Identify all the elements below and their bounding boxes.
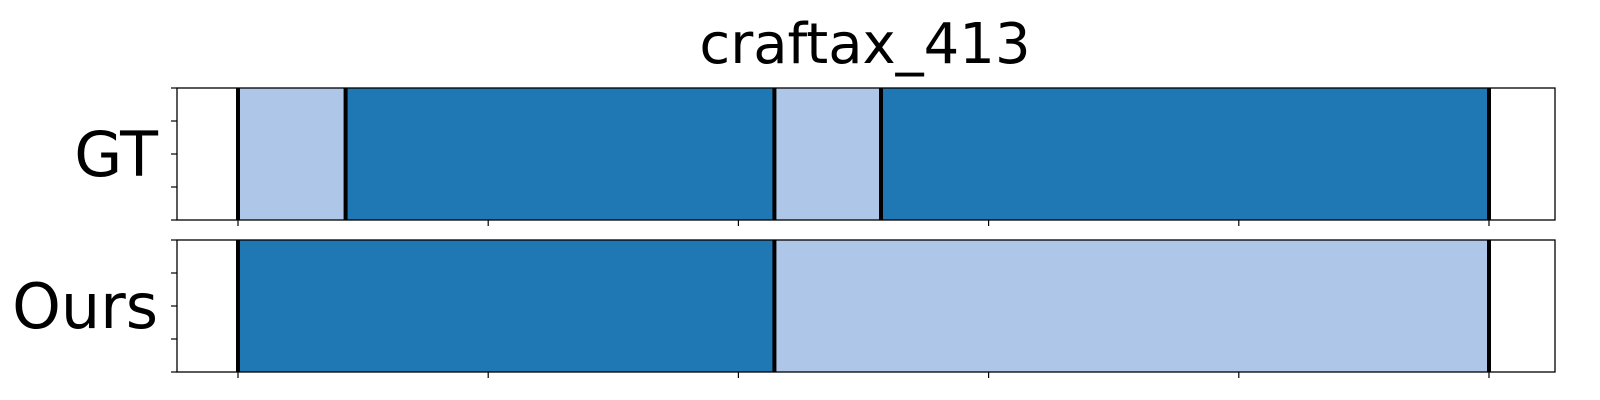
chart-title: craftax_413 [699,12,1030,77]
row-label-gt: GT [74,118,159,191]
segment-ours-1 [774,240,1489,372]
segment-gt-0 [238,88,346,220]
row-label-ours: Ours [12,270,158,343]
segment-gt-2 [774,88,882,220]
chart-rows: GT Ours [12,87,1556,378]
row-ours: Ours [12,239,1556,378]
segment-gt-1 [345,88,775,220]
row-gt: GT [74,87,1556,226]
segment-gt-3 [881,88,1489,220]
segment-ours-0 [238,240,775,372]
